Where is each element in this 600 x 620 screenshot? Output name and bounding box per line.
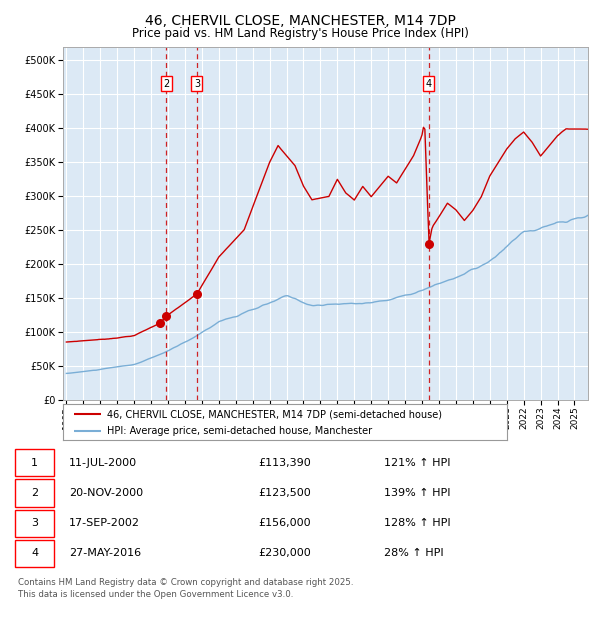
Text: 4: 4 (426, 79, 432, 89)
Text: 11-JUL-2000: 11-JUL-2000 (69, 458, 137, 467)
Text: 121% ↑ HPI: 121% ↑ HPI (384, 458, 451, 467)
Text: £123,500: £123,500 (258, 488, 311, 498)
Text: 2: 2 (163, 79, 169, 89)
Text: 46, CHERVIL CLOSE, MANCHESTER, M14 7DP (semi-detached house): 46, CHERVIL CLOSE, MANCHESTER, M14 7DP (… (107, 409, 442, 419)
Text: 3: 3 (194, 79, 200, 89)
Text: 139% ↑ HPI: 139% ↑ HPI (384, 488, 451, 498)
Text: £230,000: £230,000 (258, 549, 311, 559)
Text: Price paid vs. HM Land Registry's House Price Index (HPI): Price paid vs. HM Land Registry's House … (131, 27, 469, 40)
Text: 3: 3 (31, 518, 38, 528)
Text: Contains HM Land Registry data © Crown copyright and database right 2025.
This d: Contains HM Land Registry data © Crown c… (18, 578, 353, 599)
Text: £156,000: £156,000 (258, 518, 311, 528)
Text: 20-NOV-2000: 20-NOV-2000 (69, 488, 143, 498)
Text: 1: 1 (31, 458, 38, 467)
Text: HPI: Average price, semi-detached house, Manchester: HPI: Average price, semi-detached house,… (107, 426, 373, 436)
Text: 27-MAY-2016: 27-MAY-2016 (69, 549, 141, 559)
Text: 28% ↑ HPI: 28% ↑ HPI (384, 549, 443, 559)
Text: 2: 2 (31, 488, 38, 498)
Text: £113,390: £113,390 (258, 458, 311, 467)
Text: 46, CHERVIL CLOSE, MANCHESTER, M14 7DP: 46, CHERVIL CLOSE, MANCHESTER, M14 7DP (145, 14, 455, 28)
Text: 17-SEP-2002: 17-SEP-2002 (69, 518, 140, 528)
Text: 4: 4 (31, 549, 38, 559)
Text: 128% ↑ HPI: 128% ↑ HPI (384, 518, 451, 528)
